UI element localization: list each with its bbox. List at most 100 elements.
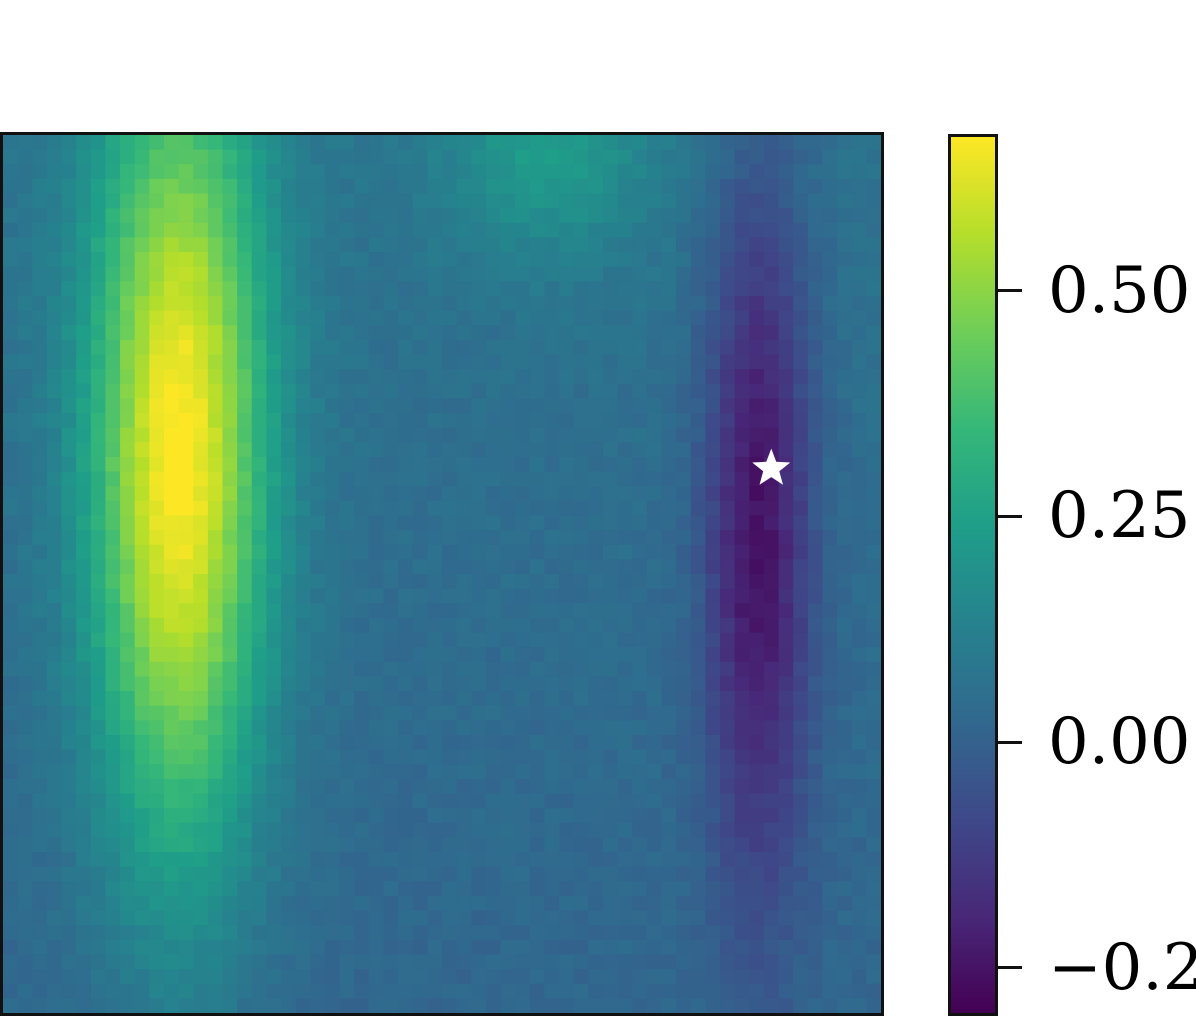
heatmap-cell <box>661 164 677 180</box>
heatmap-cell <box>339 295 355 312</box>
heatmap-cell <box>17 208 33 224</box>
heatmap-cell <box>529 691 546 707</box>
heatmap-cell <box>398 778 414 795</box>
heatmap-cell <box>266 354 282 370</box>
heatmap-cell <box>690 295 706 312</box>
heatmap-cell <box>529 500 546 517</box>
heatmap-cell <box>295 178 311 195</box>
heatmap-cell <box>398 442 414 458</box>
heatmap-cell <box>544 617 560 634</box>
heatmap-cell <box>573 193 589 209</box>
heatmap-cell <box>778 632 794 648</box>
heatmap-cell <box>500 632 516 648</box>
heatmap-cell <box>163 852 180 868</box>
heatmap-cell <box>471 530 487 546</box>
heatmap-cell <box>646 647 663 663</box>
heatmap-cell <box>588 691 604 707</box>
heatmap-cell <box>237 837 253 853</box>
heatmap-cell <box>17 749 33 765</box>
heatmap-cell <box>76 237 92 253</box>
heatmap-cell <box>602 208 619 224</box>
heatmap-cell <box>90 632 107 648</box>
heatmap-cell <box>559 822 575 838</box>
heatmap-cell <box>193 749 209 765</box>
heatmap-cell <box>383 852 399 868</box>
heatmap-cell <box>573 720 589 736</box>
heatmap-cell <box>105 442 121 458</box>
heatmap-cell <box>793 939 809 956</box>
heatmap-cell <box>266 983 282 999</box>
heatmap-cell <box>32 164 48 180</box>
heatmap-cell <box>222 530 238 546</box>
heatmap-cell <box>573 661 589 678</box>
heatmap-cell <box>412 149 428 165</box>
heatmap-cell <box>515 515 531 531</box>
heatmap-cell <box>500 252 516 268</box>
heatmap-cell <box>427 222 443 239</box>
heatmap-cell <box>529 793 546 809</box>
heatmap-cell <box>763 369 780 385</box>
heatmap-cell <box>500 691 516 707</box>
colorbar-tick <box>998 289 1022 293</box>
heatmap-cell <box>295 295 311 312</box>
heatmap-cell <box>617 325 633 341</box>
heatmap-cell <box>442 808 458 824</box>
heatmap-cell <box>120 369 136 385</box>
heatmap-cell <box>46 544 63 560</box>
heatmap-cell <box>222 632 238 648</box>
heatmap-cell <box>837 369 853 385</box>
heatmap-cell <box>705 413 721 429</box>
heatmap-cell <box>442 998 458 1013</box>
heatmap-cell <box>251 339 267 356</box>
heatmap-cell <box>602 910 619 926</box>
heatmap-cell <box>763 822 780 838</box>
heatmap-cell <box>529 983 546 999</box>
heatmap-cell <box>763 939 780 956</box>
heatmap-cell <box>734 705 750 721</box>
heatmap-cell <box>3 252 19 268</box>
heatmap-cell <box>515 910 531 926</box>
heatmap-cell <box>76 413 92 429</box>
heatmap-cell <box>851 471 867 487</box>
heatmap-cell <box>368 866 385 882</box>
heatmap-cell <box>632 661 648 678</box>
heatmap-cell <box>793 647 809 663</box>
heatmap-cell <box>46 676 63 692</box>
heatmap-cell <box>193 559 209 575</box>
heatmap-cell <box>281 720 297 736</box>
heatmap-cell <box>515 208 531 224</box>
heatmap-cell <box>339 530 355 546</box>
heatmap-cell <box>763 149 780 165</box>
heatmap-cell <box>515 237 531 253</box>
heatmap-cell <box>807 998 824 1013</box>
heatmap-cell <box>105 574 121 590</box>
heatmap-cell <box>368 354 385 370</box>
heatmap-cell <box>529 310 546 326</box>
heatmap-cell <box>207 442 224 458</box>
heatmap-cell <box>398 895 414 912</box>
heatmap-cell <box>837 500 853 517</box>
heatmap-cell <box>193 237 209 253</box>
heatmap-cell <box>324 515 341 531</box>
heatmap-cell <box>398 734 414 751</box>
heatmap-cell <box>676 442 692 458</box>
heatmap-cell <box>734 559 750 575</box>
heatmap-cell <box>222 500 238 517</box>
heatmap-cell <box>661 720 677 736</box>
heatmap-cell <box>105 325 121 341</box>
heatmap-cell <box>471 778 487 795</box>
heatmap-cell <box>837 208 853 224</box>
heatmap-cell <box>602 925 619 941</box>
heatmap-cell <box>456 559 472 575</box>
heatmap-cell <box>266 237 282 253</box>
heatmap-cell <box>207 266 224 282</box>
heatmap-cell <box>251 369 267 385</box>
heatmap-cell <box>17 252 33 268</box>
heatmap-cell <box>339 866 355 882</box>
heatmap-cell <box>207 925 224 941</box>
heatmap-cell <box>427 471 443 487</box>
heatmap-cell <box>134 603 150 619</box>
heatmap-cell <box>471 149 487 165</box>
heatmap-cell <box>412 983 428 999</box>
heatmap-cell <box>266 208 282 224</box>
